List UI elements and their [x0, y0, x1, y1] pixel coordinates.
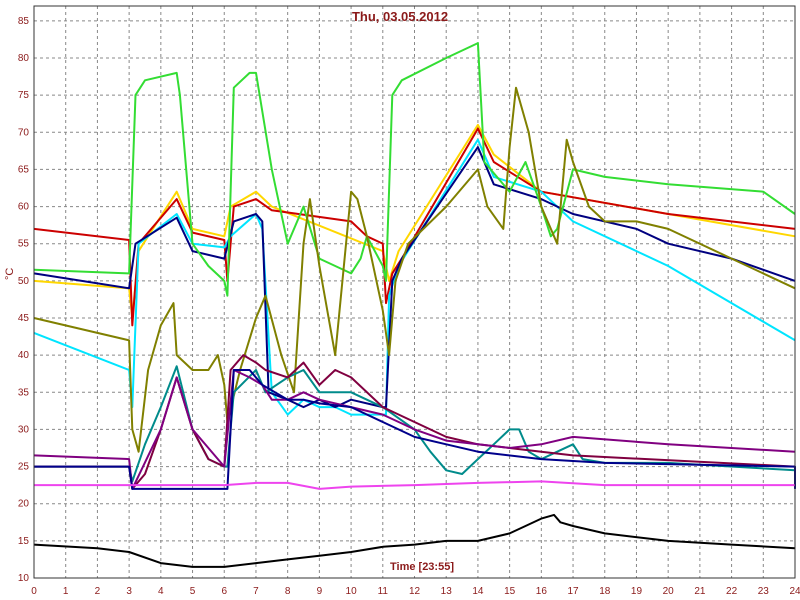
- axes: 0 1 2 3 4 5 6 7 8 9 10 11 12 13 14 15 16 17 18 19 20 21 22 23 24…: [18, 5, 800, 597]
- x-axis-label: Time [23:55]: [388, 561, 456, 573]
- y-tick-label: 40: [18, 350, 30, 361]
- y-tick-label: 10: [18, 573, 30, 584]
- series-lines: [33, 42, 796, 568]
- x-tick-label: 22: [726, 586, 738, 597]
- y-tick-label: 50: [18, 276, 30, 287]
- series-line-10: [34, 369, 796, 490]
- x-tick-label: 7: [253, 586, 259, 597]
- x-tick-label: 21: [694, 586, 706, 597]
- x-tick-label: 0: [31, 586, 37, 597]
- x-tick-label: 3: [126, 586, 132, 597]
- series-line-9: [33, 369, 796, 490]
- x-tick-label: 23: [758, 586, 770, 597]
- series-line-5: [33, 42, 796, 297]
- x-tick-label: 20: [663, 586, 675, 597]
- x-tick-label: 6: [221, 586, 227, 597]
- y-axis-label: °C: [4, 267, 16, 280]
- x-tick-label: 10: [346, 586, 358, 597]
- y-tick-label: 35: [18, 387, 30, 398]
- y-tick-label: 45: [18, 313, 30, 324]
- x-tick-label: 9: [317, 586, 323, 597]
- y-tick-label: 80: [18, 53, 30, 64]
- x-tick-label: 19: [631, 586, 643, 597]
- series-line-12: [33, 513, 796, 568]
- grid-lines: [34, 6, 795, 579]
- y-tick-label: 25: [18, 462, 30, 473]
- x-tick-label: 16: [536, 586, 548, 597]
- x-tick-label: 2: [95, 586, 101, 597]
- x-tick-label: 11: [378, 586, 389, 597]
- y-tick-label: 15: [18, 536, 30, 547]
- y-tick-label: 60: [18, 202, 30, 213]
- x-tick-label: 14: [472, 586, 484, 597]
- y-tick-label: 55: [18, 239, 30, 250]
- chart-title: Thu, 03.05.2012: [351, 9, 449, 24]
- x-tick-label: 1: [63, 586, 69, 597]
- y-tick-label: 75: [18, 90, 30, 101]
- x-tick-label: 5: [190, 586, 196, 597]
- x-tick-label: 4: [158, 586, 164, 597]
- x-tick-label: 12: [409, 586, 421, 597]
- y-tick-label: 30: [18, 424, 30, 435]
- x-tick-label: 13: [441, 586, 453, 597]
- x-tick-label: 15: [504, 586, 516, 597]
- y-tick-label: 65: [18, 164, 30, 175]
- y-tick-label: 85: [18, 16, 30, 27]
- x-tick-label: 18: [599, 586, 611, 597]
- x-tick-label: 24: [789, 586, 800, 597]
- series-line-11: [34, 480, 795, 490]
- plot-frame: [33, 5, 796, 579]
- x-tick-label: 17: [567, 586, 579, 597]
- series-line-6: [33, 86, 796, 453]
- x-tick-label: 8: [285, 586, 291, 597]
- series-line-7: [34, 365, 796, 483]
- y-tick-label: 20: [18, 499, 30, 510]
- y-tick-label: 70: [18, 127, 30, 138]
